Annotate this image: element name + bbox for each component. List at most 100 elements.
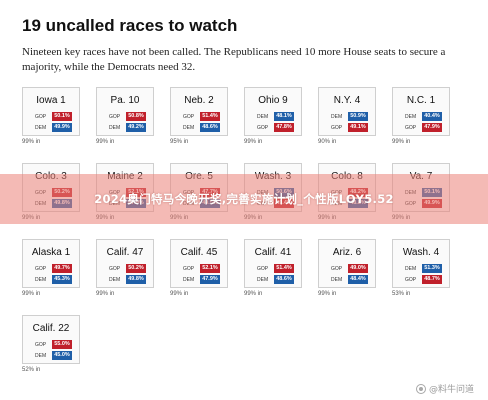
vote-percent: 51.4%: [274, 264, 294, 273]
race-name: Alaska 1: [31, 247, 71, 258]
party-label: DEM: [183, 276, 195, 283]
race-result-row: DEM 50.9%: [331, 112, 368, 121]
race-result-row: GOP 47.8%: [257, 123, 294, 132]
race-card: N.Y. 4 DEM 50.9% GOP 49.1% 90% in: [318, 87, 378, 145]
race-name: Wash. 4: [402, 247, 440, 258]
race-result-row: DEM 48.4%: [331, 275, 368, 284]
race-card: Calif. 47 GOP 50.2% DEM 49.8% 99% in: [96, 239, 156, 297]
race-card-box: Wash. 4 DEM 51.3% GOP 48.7%: [392, 239, 450, 288]
vote-percent: 50.1%: [52, 112, 72, 121]
vote-percent: 49.7%: [52, 264, 72, 273]
race-name: Calif. 47: [106, 247, 144, 258]
party-label: GOP: [109, 265, 121, 272]
reporting-status: 99% in: [318, 291, 337, 297]
race-name: N.C. 1: [406, 95, 436, 106]
reporting-status: 99% in: [244, 291, 263, 297]
race-card-box: Calif. 45 GOP 52.1% DEM 47.9%: [170, 239, 228, 288]
race-card: Wash. 4 DEM 51.3% GOP 48.7% 53% in: [392, 239, 452, 297]
race-card-box: Calif. 41 GOP 51.4% DEM 48.6%: [244, 239, 302, 288]
race-result-row: GOP 49.0%: [331, 264, 368, 273]
race-result-row: DEM 49.9%: [35, 123, 72, 132]
race-result-row: DEM 40.4%: [405, 112, 442, 121]
race-result-row: GOP 49.7%: [35, 264, 72, 273]
race-result-row: DEM 49.8%: [109, 275, 146, 284]
party-label: GOP: [257, 265, 269, 272]
race-name: Neb. 2: [184, 95, 214, 106]
watermark: @料牛问道: [415, 382, 474, 395]
vote-percent: 48.6%: [274, 275, 294, 284]
race-card-box: N.C. 1 DEM 40.4% GOP 47.9%: [392, 87, 450, 136]
party-label: DEM: [35, 352, 47, 359]
reporting-status: 95% in: [170, 139, 189, 145]
race-result-row: DEM 48.1%: [257, 112, 294, 121]
vote-percent: 49.1%: [348, 123, 368, 132]
banner-text: 2024奥门特马今晚开奖,完善实施计划_个性版LOY5.52: [94, 192, 394, 206]
party-label: GOP: [405, 124, 417, 131]
party-label: GOP: [257, 124, 269, 131]
race-card-box: Alaska 1 GOP 49.7% DEM 45.3%: [22, 239, 80, 288]
race-card-box: Neb. 2 GOP 51.4% DEM 48.6%: [170, 87, 228, 136]
race-card: Calif. 22 GOP 55.0% DEM 45.0% 52% in: [22, 315, 82, 373]
race-result-row: GOP 50.8%: [109, 112, 146, 121]
vote-percent: 47.8%: [274, 123, 294, 132]
race-result-row: GOP 47.9%: [405, 123, 442, 132]
reporting-status: 99% in: [22, 291, 41, 297]
race-card-box: Ohio 9 DEM 48.1% GOP 47.8%: [244, 87, 302, 136]
party-label: GOP: [35, 265, 47, 272]
race-card: Calif. 45 GOP 52.1% DEM 47.9% 99% in: [170, 239, 230, 297]
party-label: GOP: [183, 265, 195, 272]
race-card-box: Pa. 10 GOP 50.8% DEM 49.2%: [96, 87, 154, 136]
party-label: GOP: [35, 113, 47, 120]
reporting-status: 53% in: [392, 291, 411, 297]
party-label: DEM: [257, 276, 269, 283]
party-label: GOP: [183, 113, 195, 120]
party-label: DEM: [257, 113, 269, 120]
race-result-row: DEM 48.6%: [183, 123, 220, 132]
race-card-box: N.Y. 4 DEM 50.9% GOP 49.1%: [318, 87, 376, 136]
party-label: DEM: [35, 124, 47, 131]
race-name: Calif. 45: [180, 247, 218, 258]
race-result-row: DEM 48.6%: [257, 275, 294, 284]
party-label: DEM: [109, 276, 121, 283]
race-result-row: DEM 49.2%: [109, 123, 146, 132]
race-card: Neb. 2 GOP 51.4% DEM 48.6% 95% in: [170, 87, 230, 145]
reporting-status: 99% in: [170, 291, 189, 297]
race-result-row: GOP 49.1%: [331, 123, 368, 132]
party-label: GOP: [109, 113, 121, 120]
race-name: N.Y. 4: [333, 95, 361, 106]
party-label: DEM: [405, 113, 417, 120]
race-result-row: GOP 51.4%: [183, 112, 220, 121]
vote-percent: 50.2%: [126, 264, 146, 273]
reporting-status: 99% in: [392, 139, 411, 145]
race-card: Calif. 41 GOP 51.4% DEM 48.6% 99% in: [244, 239, 304, 297]
race-result-row: GOP 50.1%: [35, 112, 72, 121]
race-card-box: Ariz. 6 GOP 49.0% DEM 48.4%: [318, 239, 376, 288]
race-card: Pa. 10 GOP 50.8% DEM 49.2% 99% in: [96, 87, 156, 145]
reporting-status: 99% in: [96, 291, 115, 297]
vote-percent: 48.4%: [348, 275, 368, 284]
race-name: Calif. 22: [32, 323, 70, 334]
vote-percent: 50.9%: [348, 112, 368, 121]
race-grid: Iowa 1 GOP 50.1% DEM 49.9% 99% in Pa. 10 GOP 50.…: [22, 87, 468, 391]
vote-percent: 51.4%: [200, 112, 220, 121]
party-label: DEM: [331, 113, 343, 120]
watermark-text: @料牛问道: [428, 385, 474, 395]
party-label: DEM: [331, 276, 343, 283]
race-card: Ariz. 6 GOP 49.0% DEM 48.4% 99% in: [318, 239, 378, 297]
vote-percent: 40.4%: [422, 112, 442, 121]
race-result-row: DEM 45.3%: [35, 275, 72, 284]
vote-percent: 48.7%: [422, 275, 442, 284]
race-result-row: GOP 50.2%: [109, 264, 146, 273]
race-name: Ohio 9: [258, 95, 288, 106]
race-card-box: Calif. 22 GOP 55.0% DEM 45.0%: [22, 315, 80, 364]
reporting-status: 90% in: [318, 139, 337, 145]
party-label: GOP: [35, 341, 47, 348]
race-card: Iowa 1 GOP 50.1% DEM 49.9% 99% in: [22, 87, 82, 145]
page-title: 19 uncalled races to watch: [22, 16, 238, 35]
watermark-logo-icon: [415, 383, 426, 394]
race-result-row: GOP 48.7%: [405, 275, 442, 284]
vote-percent: 50.8%: [126, 112, 146, 121]
race-result-row: DEM 51.3%: [405, 264, 442, 273]
vote-percent: 49.0%: [348, 264, 368, 273]
race-card: Alaska 1 GOP 49.7% DEM 45.3% 99% in: [22, 239, 82, 297]
